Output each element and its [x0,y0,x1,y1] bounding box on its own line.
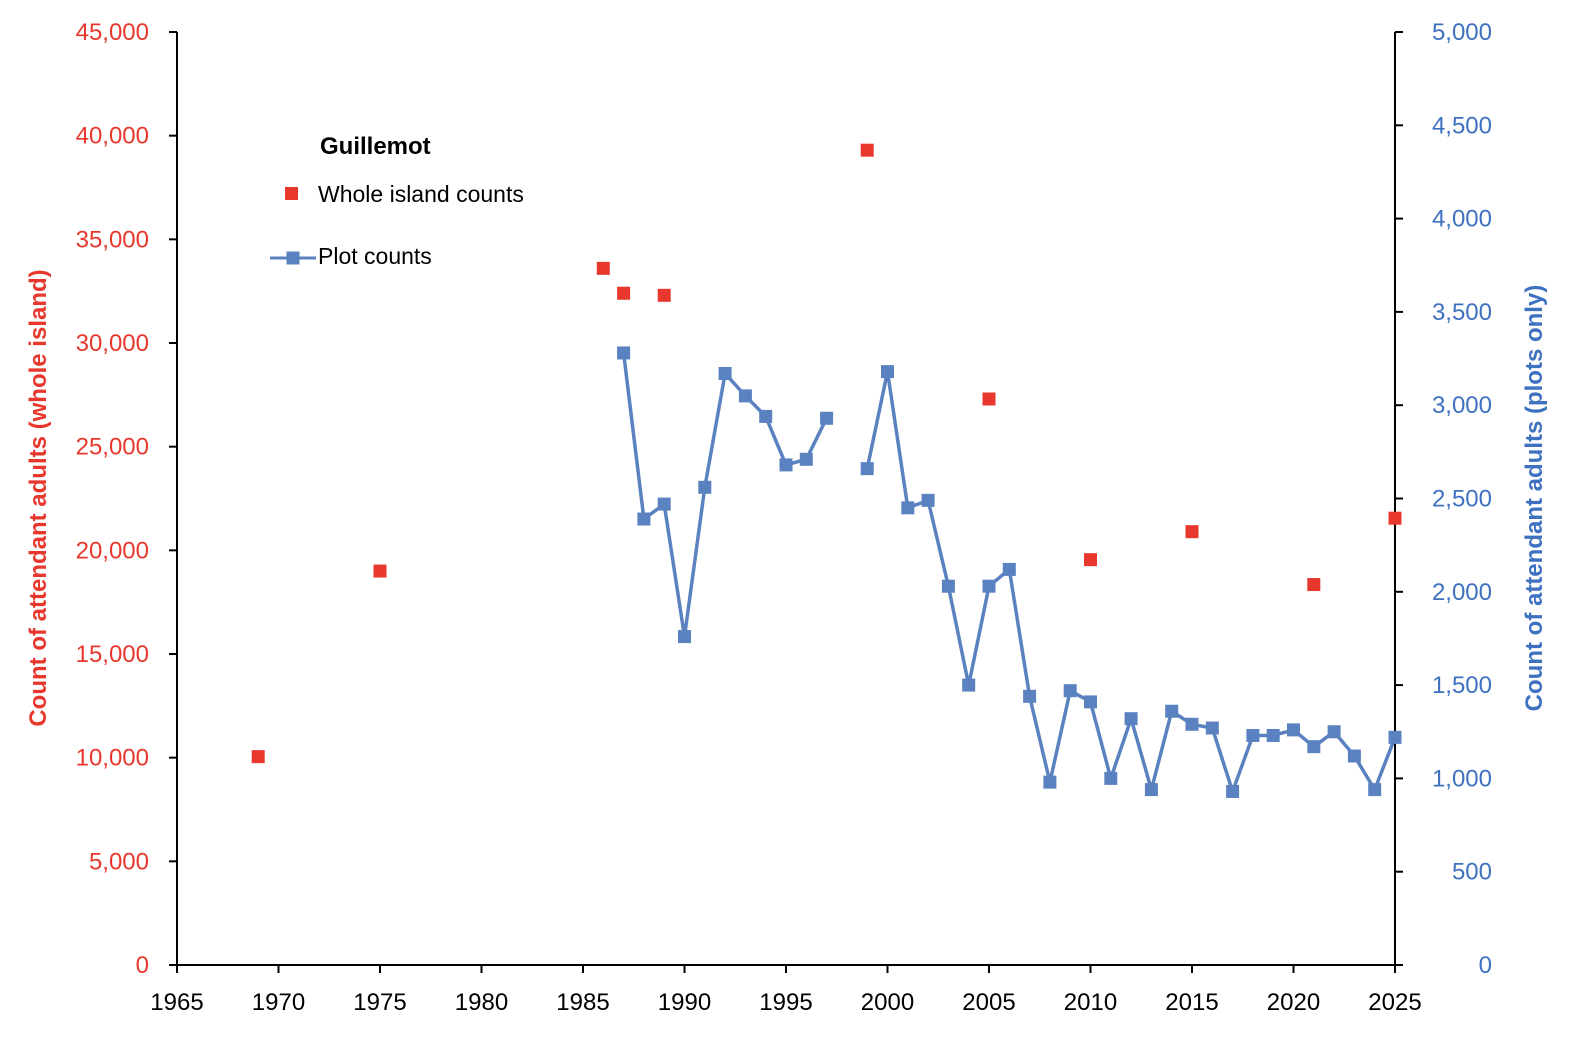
axes [176,32,1396,966]
x-tick-label: 1985 [556,989,609,1016]
whole-island-count-point [251,750,265,764]
x-tick-label: 1970 [252,989,305,1016]
plot-count-point [901,501,915,515]
plot-count-point [1002,562,1016,576]
plot-count-point [1368,783,1382,797]
plot-count-point [759,409,773,423]
x-tick-label: 2025 [1368,989,1421,1016]
plot-count-point [1023,689,1037,703]
plot-count-point [799,452,813,466]
whole-island-count-point [657,288,671,302]
left-tick-label: 20,000 [76,537,149,564]
x-tick-label: 2015 [1165,989,1218,1016]
right-tick-label: 1,000 [1432,765,1492,792]
left-axis-title: Count of attendant adults (whole island) [25,269,52,726]
plot-count-point [657,497,671,511]
legend: Guillemot Whole island counts Plot count… [270,133,524,269]
plot-count-point [881,365,894,379]
whole-island-count-point [982,392,996,406]
plot-count-point [779,458,793,472]
plot-count-point [617,346,631,360]
left-tick-label: 15,000 [76,641,149,668]
plot-count-point [637,512,651,526]
plot-count-point [1144,783,1158,797]
legend-marker-whole-island [285,187,298,200]
plot-count-point [1266,728,1280,742]
plot-count-point [1388,730,1402,744]
whole-island-count-point [1084,553,1097,567]
plot-count-point [962,678,976,692]
x-tick-label: 2020 [1267,989,1320,1016]
x-tick-label: 1995 [759,989,812,1016]
legend-label-plot-counts: Plot counts [318,243,432,269]
plot-count-point [738,389,752,403]
left-tick-label: 30,000 [76,330,149,357]
left-tick-label: 5,000 [89,848,149,875]
legend-label-whole-island: Whole island counts [318,181,524,207]
right-tick-label: 3,000 [1432,392,1492,419]
right-tick-label: 0 [1479,952,1492,979]
whole-island-count-point [1185,525,1199,539]
left-tick-label: 25,000 [76,434,149,461]
left-tick-label: 0 [136,952,149,979]
plot-count-point [678,630,691,644]
plot-count-point [1124,712,1138,726]
x-tick-label: 1990 [658,989,711,1016]
plot-area [251,143,1402,798]
x-tick-label: 1965 [150,989,203,1016]
right-tick-label: 3,500 [1432,299,1492,326]
x-tick-label: 1975 [353,989,406,1016]
right-axis-title: Count of attendant adults (plots only) [1521,285,1548,712]
plot-count-point [1347,749,1361,763]
left-tick-label: 45,000 [76,19,149,46]
plot-count-point [941,579,955,593]
plot-count-point [1307,740,1321,754]
x-tick-label: 2005 [962,989,1015,1016]
left-tick-label: 10,000 [76,745,149,772]
plot-count-point [1063,684,1077,698]
legend-marker-plot-counts [286,251,300,265]
plot-count-point [1104,771,1118,785]
right-tick-label: 4,500 [1432,112,1492,139]
left-tick-label: 40,000 [76,123,149,150]
plot-count-point [1165,704,1179,718]
plot-count-point [921,493,935,507]
right-tick-label: 1,500 [1432,672,1492,699]
x-tick-label: 2010 [1064,989,1117,1016]
left-tick-label: 35,000 [76,226,149,253]
plot-count-point [1043,775,1057,789]
x-tick-label: 2000 [861,989,914,1016]
right-tick-label: 4,000 [1432,206,1492,233]
right-tick-label: 2,000 [1432,579,1492,606]
whole-island-count-point [1307,578,1321,592]
plot-count-point [1205,721,1219,735]
plot-count-point [1287,723,1300,737]
plot-count-point [1185,717,1199,731]
plot-counts-line [621,352,829,639]
plot-count-point [1226,784,1240,798]
plot-count-point [820,411,834,425]
right-tick-label: 2,500 [1432,486,1492,513]
plot-count-point [1084,695,1097,709]
plot-count-point [698,480,712,494]
right-tick-label: 500 [1452,859,1492,886]
whole-island-count-point [1388,511,1402,525]
ticks: 0 5,000 10,000 15,000 20,000 25,000 30,000 35,0… [76,19,1492,1016]
plot-count-point [1246,728,1260,742]
plot-count-point [860,462,874,476]
whole-island-count-point [596,261,610,275]
right-tick-label: 5,000 [1432,19,1492,46]
x-tick-label: 1980 [455,989,508,1016]
whole-island-count-point [860,143,874,157]
whole-island-count-point [373,564,387,578]
plot-count-point [718,366,732,380]
plot-count-point [982,579,996,593]
legend-title: Guillemot [320,133,431,160]
plot-count-point [1327,725,1341,739]
whole-island-count-point [617,286,631,300]
